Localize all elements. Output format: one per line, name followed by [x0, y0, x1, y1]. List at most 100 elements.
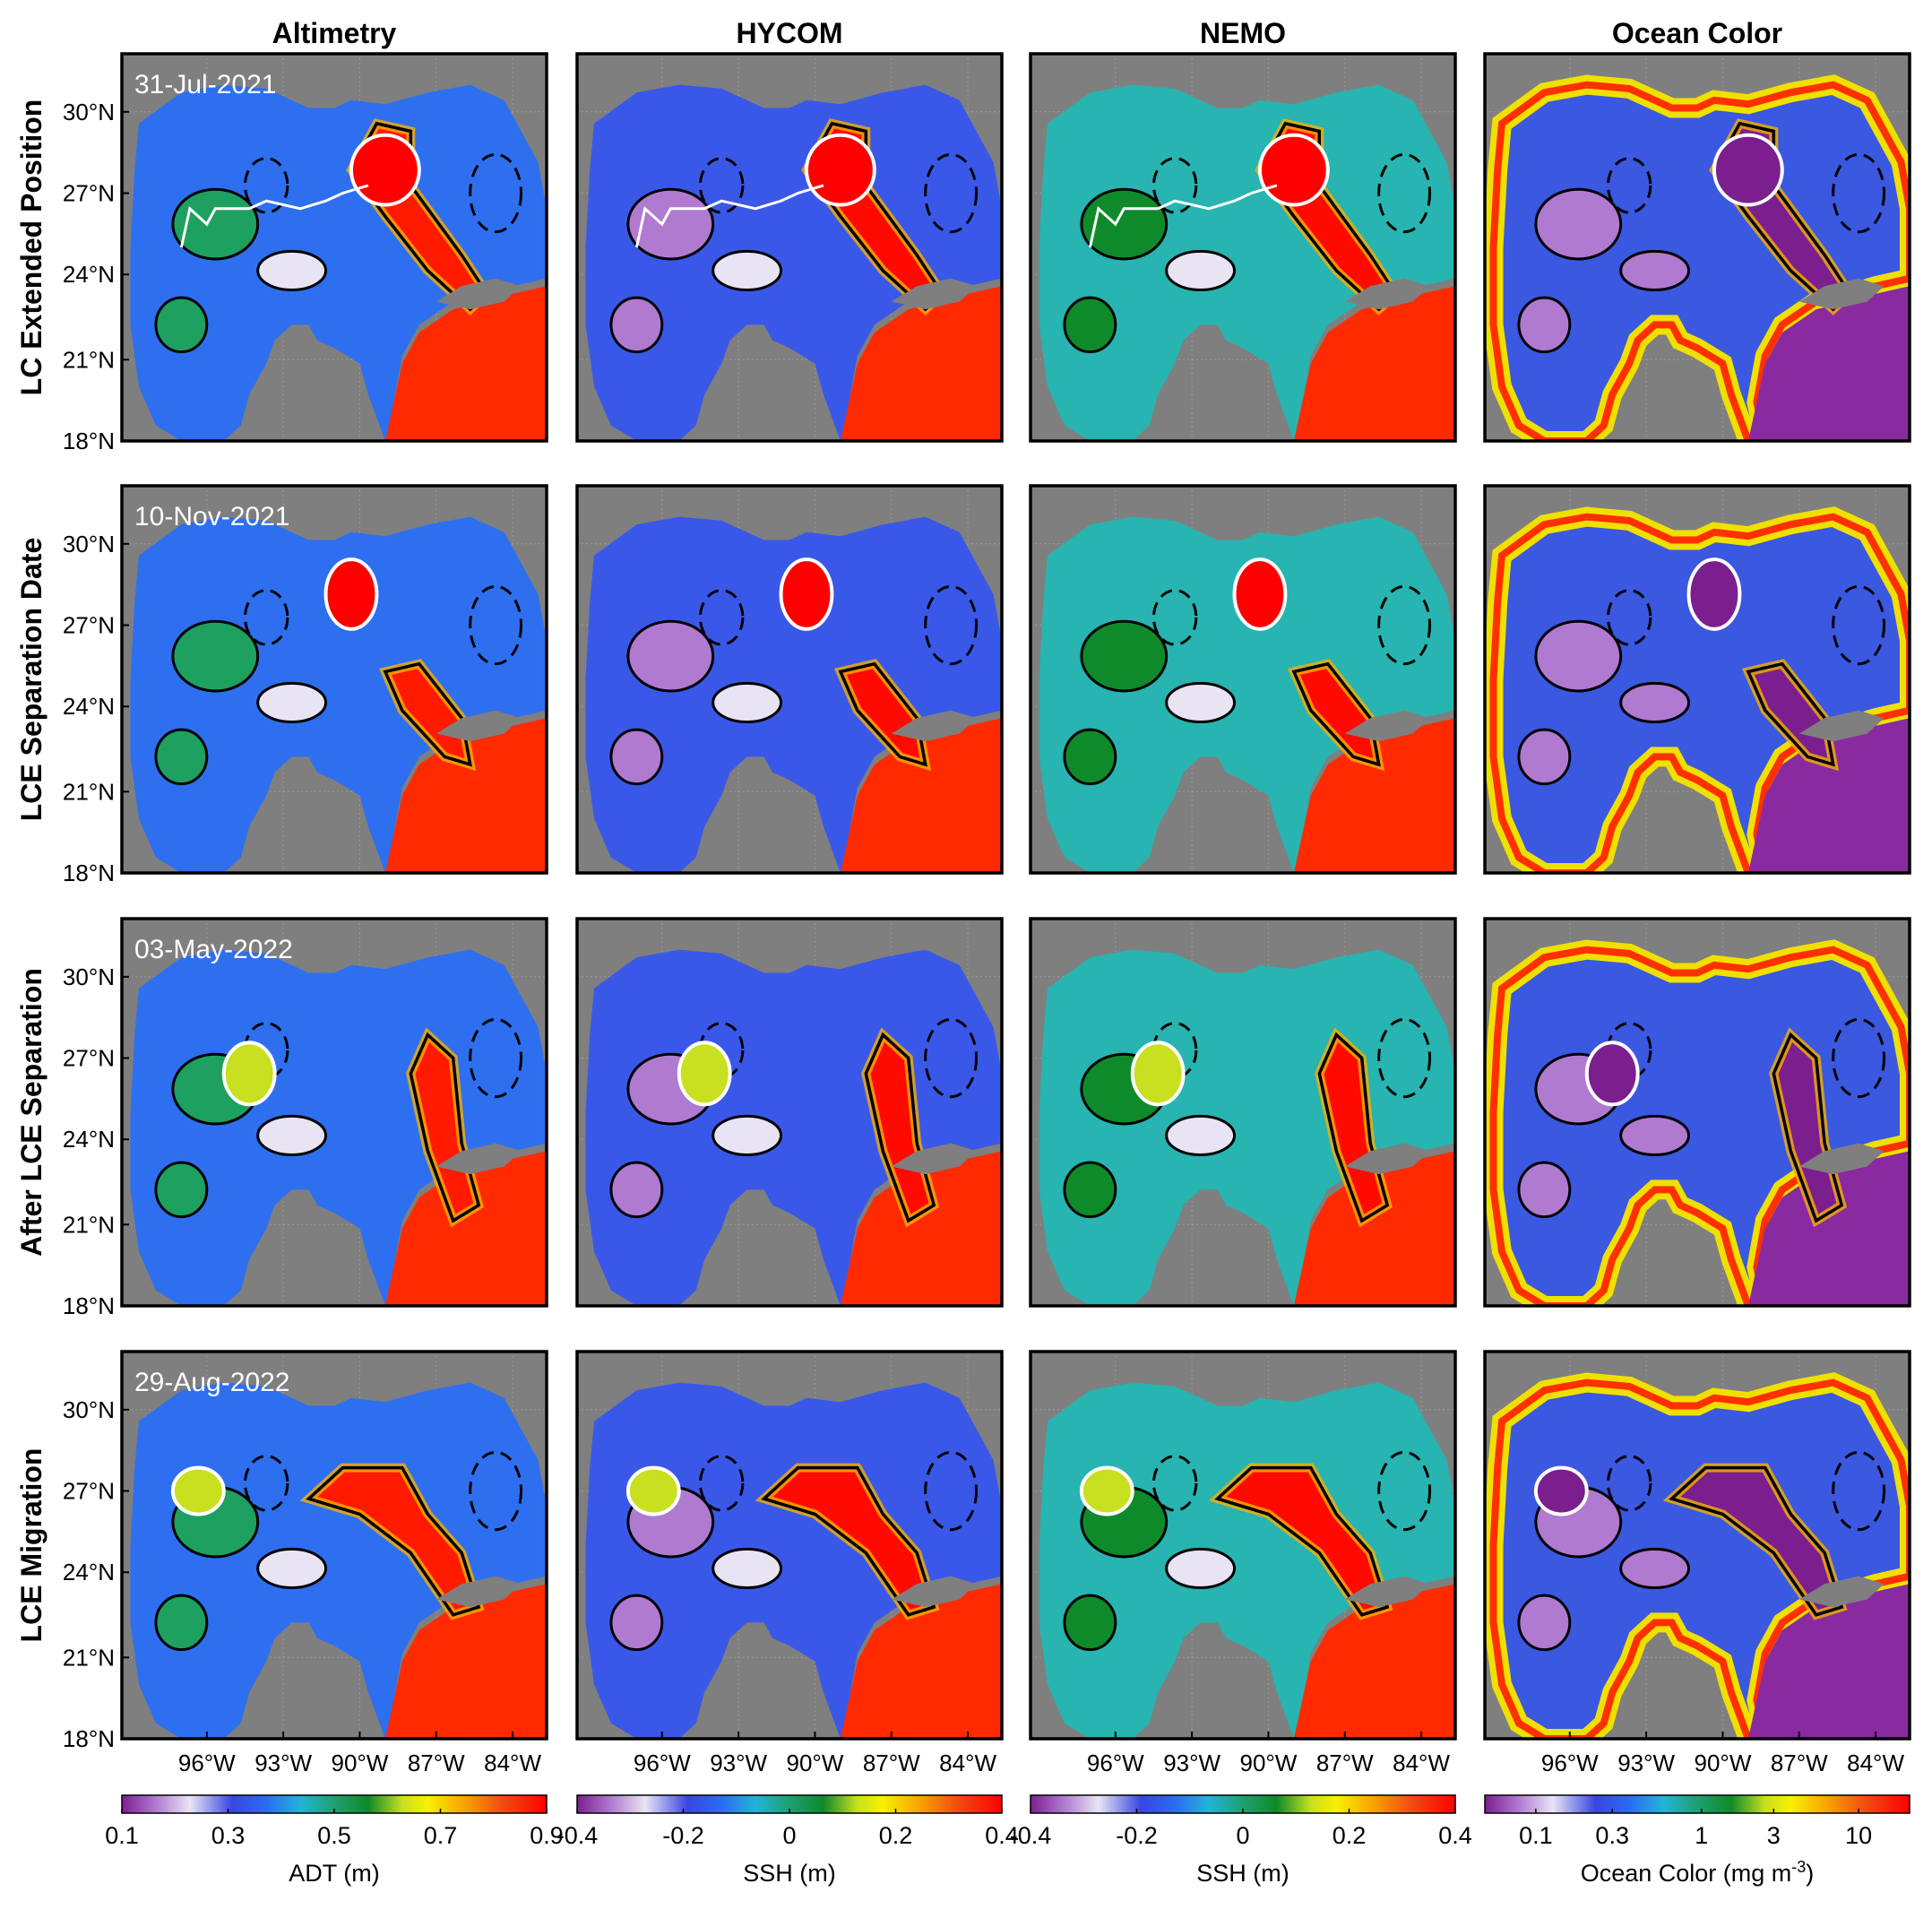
- panel-frame: [1029, 917, 1457, 1308]
- map-panel-r4-c4: 96°W 93°W 90°W 87°W 84°W: [1483, 1350, 1911, 1776]
- lat-tick-label: 24°N: [63, 1126, 115, 1153]
- eddy-contour: [1165, 1547, 1237, 1590]
- cyclonic-contour: [924, 1450, 979, 1532]
- cuba-land: [436, 710, 522, 742]
- lat-tick-label: 18°N: [63, 860, 115, 886]
- lce-contour: [1130, 1041, 1186, 1107]
- map-panel-r4-c1: 29-Aug-2022 30°N 27°N 24°N 21°N 18°N 96°W 93°W 9…: [63, 1350, 548, 1776]
- lon-tick-label: 96°W: [178, 1750, 236, 1776]
- loop-current-contour: [349, 121, 489, 312]
- cyclonic-contour: [698, 589, 745, 646]
- lce-contour: [625, 1465, 681, 1516]
- lat-tick-label: 18°N: [63, 1725, 115, 1752]
- lce-contour: [1686, 557, 1742, 631]
- column-title-3: NEMO: [1200, 17, 1286, 49]
- eddy-contour: [256, 681, 328, 724]
- cyclonic-contour: [698, 1022, 745, 1079]
- panel-frame: [1029, 1350, 1457, 1741]
- loop-current-contour: [1669, 1465, 1844, 1617]
- lat-tick-label: 21°N: [63, 778, 115, 805]
- ocean-field: [1493, 516, 1910, 873]
- lat-tick-label: 24°N: [63, 693, 115, 720]
- lce-contour: [677, 1041, 732, 1107]
- loop-current-contour: [383, 661, 472, 767]
- cuba-land: [1798, 278, 1885, 310]
- eddy-contour: [1080, 187, 1169, 261]
- cyclonic-contour: [469, 1450, 523, 1532]
- eddy-contour: [609, 1161, 664, 1219]
- loop-current-contour: [804, 121, 944, 312]
- eddy-contour: [1517, 728, 1572, 786]
- caribbean-field: [840, 1584, 1002, 1739]
- colorbar-3: -0.4 -0.2 0 0.2 0.4 SSH (m): [1010, 1794, 1472, 1887]
- map-panel-r3-c1: 03-May-2022 30°N 27°N 24°N 21°N 18°N: [63, 917, 548, 1319]
- eddy-contour: [1619, 249, 1691, 292]
- panel-frame: [575, 484, 1004, 875]
- cyclonic-contour: [924, 152, 979, 234]
- column-title-1: Altimetry: [272, 17, 397, 49]
- column-title-2: HYCOM: [736, 17, 842, 49]
- cyclonic-contour: [1377, 1017, 1432, 1099]
- caribbean-field: [1747, 718, 1910, 873]
- loop-current-contour: [1214, 1465, 1390, 1617]
- lce-contour: [221, 1041, 277, 1107]
- cyclonic-contour: [1832, 1450, 1886, 1532]
- ocean-field: [1039, 1382, 1455, 1739]
- loop-current-contour: [409, 1032, 481, 1223]
- lat-tick-label: 21°N: [63, 346, 115, 373]
- lat-tick-label: 27°N: [63, 180, 115, 207]
- lon-tick-label: 96°W: [634, 1750, 691, 1776]
- map-panel-r1-c4: [1483, 52, 1911, 443]
- eddy-contour: [1619, 681, 1691, 724]
- cyclonic-contour: [1832, 152, 1886, 234]
- lce-contour: [170, 1465, 226, 1516]
- date-label: 10-Nov-2021: [134, 502, 289, 531]
- panel-frame: [1483, 1350, 1911, 1741]
- colorbar-tick: -0.4: [556, 1822, 599, 1849]
- panel-frame: [1483, 917, 1911, 1308]
- eddy-contour: [626, 619, 715, 693]
- eddy-contour: [609, 728, 664, 786]
- ocean-field: [1493, 84, 1910, 441]
- caribbean-field: [384, 286, 547, 441]
- map-panel-r4-c3: 96°W 93°W 90°W 87°W 84°W: [1029, 1350, 1457, 1776]
- ocean-field: [1039, 516, 1455, 873]
- lat-tick-label: 27°N: [63, 1478, 115, 1505]
- lat-tick-label: 18°N: [63, 1292, 115, 1319]
- eddy-contour: [256, 1114, 328, 1157]
- loop-current-contour: [1746, 661, 1835, 767]
- loop-current-contour: [1257, 121, 1398, 312]
- lce-contour: [1712, 133, 1784, 207]
- lon-tick-label: 90°W: [332, 1750, 389, 1776]
- map-panel-r3-c2: [575, 917, 1004, 1308]
- cyclonic-contour: [243, 589, 289, 646]
- ocean-field: [585, 516, 1002, 873]
- loop-current-contour: [1772, 1032, 1844, 1223]
- loop-current-contour: [1317, 1032, 1390, 1223]
- lon-tick-label: 84°W: [1847, 1750, 1904, 1776]
- panel-frame: [1483, 484, 1911, 875]
- eddy-contour: [1063, 1594, 1117, 1652]
- colorbar-tick: -0.2: [1116, 1822, 1158, 1849]
- lce-contour: [804, 133, 876, 207]
- cyclonic-contour: [469, 584, 523, 666]
- lat-tick-label: 18°N: [63, 428, 115, 454]
- panel-frame: [1029, 484, 1457, 875]
- panel-frame: [120, 484, 548, 875]
- panel-frame: [575, 1350, 1004, 1741]
- cyclonic-contour: [1606, 589, 1652, 646]
- eddy-contour: [256, 249, 328, 292]
- lce-contour: [323, 557, 379, 631]
- eddy-contour: [626, 187, 715, 261]
- map-panel-r4-c2: 96°W 93°W 90°W 87°W 84°W: [575, 1350, 1004, 1776]
- eddy-contour: [1063, 1161, 1117, 1219]
- lon-tick-label: 87°W: [1771, 1750, 1828, 1776]
- cyclonic-contour: [1606, 1455, 1652, 1512]
- lce-contour: [1257, 133, 1330, 207]
- caribbean-field: [1293, 718, 1455, 873]
- eddy-contour: [1165, 1114, 1237, 1157]
- row-label-1: LC Extended Position: [15, 99, 47, 396]
- lat-tick-label: 24°N: [63, 261, 115, 288]
- lon-tick-label: 87°W: [1316, 1750, 1374, 1776]
- date-label: 31-Jul-2021: [134, 70, 276, 99]
